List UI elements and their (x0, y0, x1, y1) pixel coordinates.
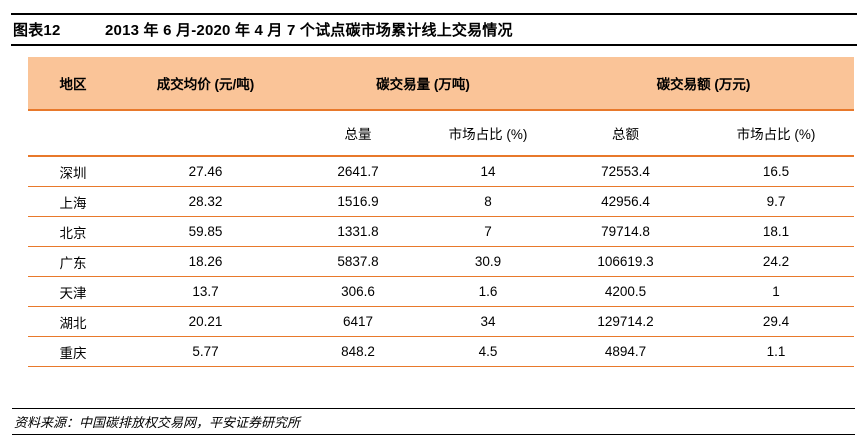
region-cell: 上海 (28, 186, 118, 217)
amount-share-cell: 16.5 (698, 156, 854, 187)
avg-price-cell: 20.21 (118, 306, 293, 337)
volume-total-cell: 1331.8 (293, 216, 423, 247)
amount-share-cell: 1.1 (698, 336, 854, 367)
col-header-volume-group: 碳交易量 (万吨) (293, 57, 553, 111)
avg-price-cell: 28.32 (118, 186, 293, 217)
table-row-chongqing: 重庆 5.77 848.2 4.5 4894.7 1.1 (28, 336, 854, 367)
volume-share-cell: 30.9 (423, 246, 553, 277)
volume-total-cell: 2641.7 (293, 156, 423, 187)
col-header-region: 地区 (28, 57, 118, 111)
table-header: 地区 成交均价 (元/吨) 碳交易量 (万吨) 碳交易额 (万元) 总量 市场占… (28, 57, 854, 157)
region-cell: 重庆 (28, 336, 118, 367)
table-row-shanghai: 上海 28.32 1516.9 8 42956.4 9.7 (28, 186, 854, 217)
amount-share-cell: 24.2 (698, 246, 854, 277)
source-bottom-divider (12, 434, 855, 435)
amount-share-cell: 1 (698, 276, 854, 307)
table-header-row-groups: 地区 成交均价 (元/吨) 碳交易量 (万吨) 碳交易额 (万元) (28, 57, 854, 111)
source-note: 资料来源：中国碳排放权交易网，平安证券研究所 (14, 415, 301, 430)
volume-total-cell: 5837.8 (293, 246, 423, 277)
region-cell: 天津 (28, 276, 118, 307)
volume-total-cell: 848.2 (293, 336, 423, 367)
sub-header-volume-total: 总量 (293, 110, 423, 157)
amount-total-cell: 4200.5 (553, 276, 698, 307)
volume-total-cell: 1516.9 (293, 186, 423, 217)
volume-total-cell: 306.6 (293, 276, 423, 307)
table-row-hubei: 湖北 20.21 6417 34 129714.2 29.4 (28, 306, 854, 337)
amount-total-cell: 79714.8 (553, 216, 698, 247)
avg-price-cell: 18.26 (118, 246, 293, 277)
amount-share-cell: 29.4 (698, 306, 854, 337)
col-header-avg-price: 成交均价 (元/吨) (118, 57, 293, 111)
volume-share-cell: 14 (423, 156, 553, 187)
table-row-tianjin: 天津 13.7 306.6 1.6 4200.5 1 (28, 276, 854, 307)
title-divider (11, 44, 857, 46)
amount-share-cell: 18.1 (698, 216, 854, 247)
avg-price-cell: 5.77 (118, 336, 293, 367)
figure-title-row: 图表12 2013 年 6 月-2020 年 4 月 7 个试点碳市场累计线上交… (13, 19, 853, 40)
table-header-row-subs: 总量 市场占比 (%) 总额 市场占比 (%) (28, 110, 854, 157)
avg-price-cell: 27.46 (118, 156, 293, 187)
sub-header-empty (118, 110, 293, 157)
carbon-market-table: 地区 成交均价 (元/吨) 碳交易量 (万吨) 碳交易额 (万元) 总量 市场占… (28, 57, 854, 367)
table-row-shenzhen: 深圳 27.46 2641.7 14 72553.4 16.5 (28, 156, 854, 187)
amount-total-cell: 129714.2 (553, 306, 698, 337)
region-cell: 深圳 (28, 156, 118, 187)
avg-price-cell: 59.85 (118, 216, 293, 247)
region-cell: 湖北 (28, 306, 118, 337)
volume-share-cell: 34 (423, 306, 553, 337)
region-cell: 广东 (28, 246, 118, 277)
table-body: 深圳 27.46 2641.7 14 72553.4 16.5 上海 28.32… (28, 156, 854, 367)
volume-total-cell: 6417 (293, 306, 423, 337)
col-header-amount-group: 碳交易额 (万元) (553, 57, 854, 111)
region-cell: 北京 (28, 216, 118, 247)
figure-label: 图表12 (13, 22, 61, 39)
sub-header-empty (28, 110, 118, 157)
sub-header-amount-share: 市场占比 (%) (698, 110, 854, 157)
amount-total-cell: 106619.3 (553, 246, 698, 277)
avg-price-cell: 13.7 (118, 276, 293, 307)
volume-share-cell: 1.6 (423, 276, 553, 307)
figure-title: 2013 年 6 月-2020 年 4 月 7 个试点碳市场累计线上交易情况 (105, 22, 513, 39)
sub-header-amount-total: 总额 (553, 110, 698, 157)
table-row-guangdong: 广东 18.26 5837.8 30.9 106619.3 24.2 (28, 246, 854, 277)
amount-total-cell: 72553.4 (553, 156, 698, 187)
amount-total-cell: 42956.4 (553, 186, 698, 217)
top-divider (11, 13, 857, 15)
amount-share-cell: 9.7 (698, 186, 854, 217)
volume-share-cell: 7 (423, 216, 553, 247)
source-top-divider (12, 408, 855, 409)
table-row-beijing: 北京 59.85 1331.8 7 79714.8 18.1 (28, 216, 854, 247)
volume-share-cell: 8 (423, 186, 553, 217)
sub-header-volume-share: 市场占比 (%) (423, 110, 553, 157)
volume-share-cell: 4.5 (423, 336, 553, 367)
amount-total-cell: 4894.7 (553, 336, 698, 367)
